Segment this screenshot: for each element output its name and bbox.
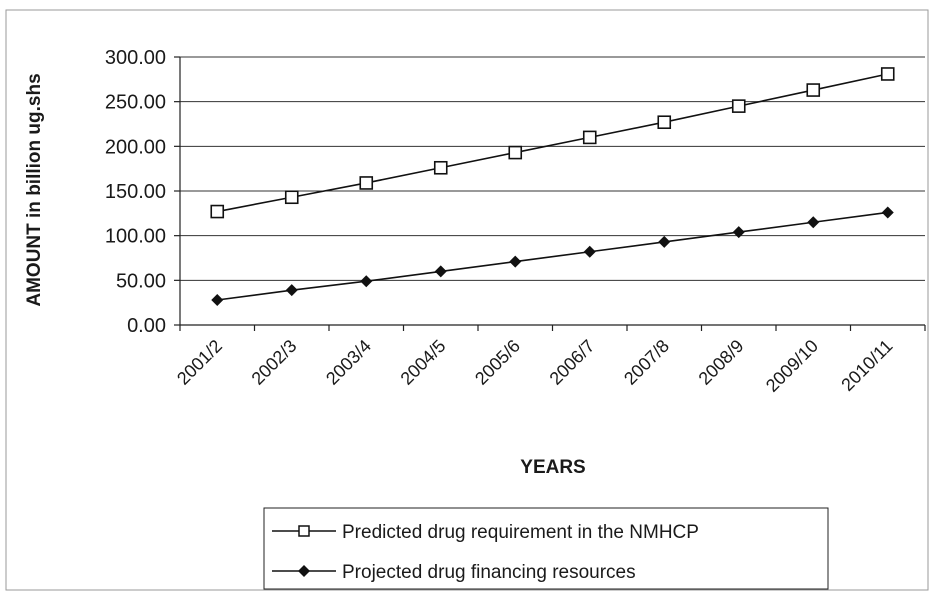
series-layer [210,67,895,306]
legend: Predicted drug requirement in the NMHCP … [263,507,829,590]
x-tick-label: 2008/9 [695,336,748,389]
data-point [881,206,894,219]
x-tick-label: 2007/8 [620,336,673,389]
legend-label: Projected drug financing resources [342,562,636,583]
data-point [433,160,448,175]
data-point [658,235,671,248]
data-point [731,99,746,113]
data-point [210,204,225,219]
data-point [434,265,447,278]
y-tick-label: 200.00 [105,136,166,158]
data-point [359,176,374,190]
y-tick-label: 150.00 [105,181,166,203]
data-point [880,67,895,81]
x-tick-label: 2004/5 [397,336,450,389]
x-tick-label: 2009/10 [762,336,822,396]
y-tick-label: 300.00 [105,47,166,69]
y-axis-title: AMOUNT in billion ug.shs [24,73,45,306]
x-tick-label: 2002/3 [248,336,301,389]
x-tick-label: 2005/6 [471,336,524,389]
x-axis-title: YEARS [520,457,585,478]
gridlines [174,56,925,326]
x-tick-labels: 2001/2 2002/3 2003/4 2004/5 2005/6 2006/7 2007… [173,325,926,396]
data-point [360,275,373,288]
data-point [732,226,745,239]
legend-item-projected: Projected drug financing resources [272,562,636,583]
x-tick-label: 2006/7 [546,336,599,389]
data-point [583,245,596,258]
data-point [211,293,224,306]
y-tick-labels: 0.00 50.00 100.00 150.00 200.00 250.00 300.00 [105,47,166,337]
legend-label: Predicted drug requirement in the NMHCP [342,522,699,543]
series-line [217,211,888,301]
data-point [284,190,299,205]
x-tick-label: 2001/2 [173,336,226,389]
data-point [807,216,820,229]
y-tick-label: 100.00 [105,226,166,248]
y-tick-label: 50.00 [116,270,166,292]
data-point [806,83,821,97]
series-0 [210,67,895,219]
legend-box [263,507,829,590]
x-tick-label: 2010/11 [837,336,896,395]
series-line [217,73,888,213]
data-point [657,115,672,130]
x-tick-label: 2003/4 [322,336,375,389]
chart-frame [5,9,929,591]
legend-diamond-marker-icon [298,565,310,577]
data-point [509,255,522,268]
legend-item-predicted: Predicted drug requirement in the NMHCP [272,522,699,543]
data-point [285,284,298,297]
series-1 [211,206,894,306]
data-point [508,145,523,160]
legend-square-marker-icon [298,525,310,537]
y-tick-label: 250.00 [105,92,166,114]
data-point [582,130,597,145]
y-tick-label: 0.00 [127,315,166,337]
